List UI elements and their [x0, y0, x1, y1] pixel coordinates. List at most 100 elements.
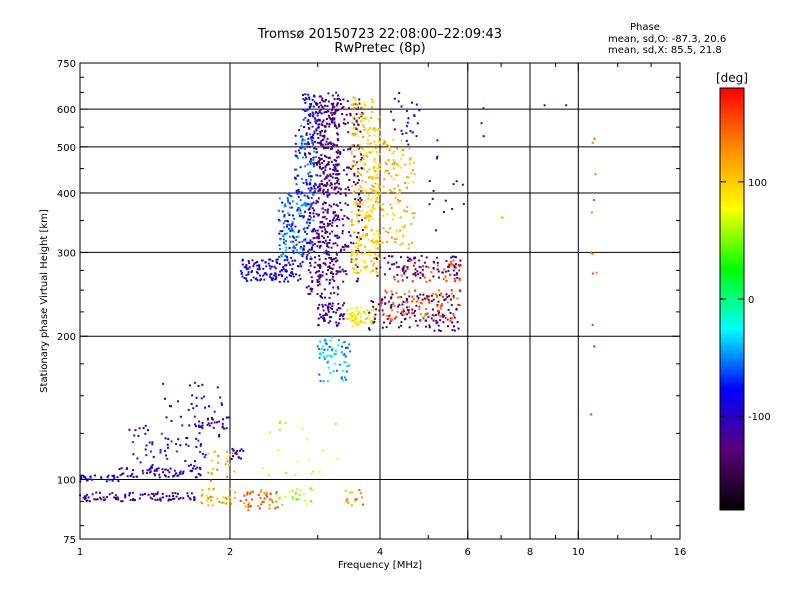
scatter-point [354, 318, 357, 321]
scatter-point [380, 299, 383, 302]
scatter-point [594, 173, 597, 176]
scatter-point [327, 269, 330, 272]
scatter-point [329, 306, 332, 309]
scatter-point [448, 294, 451, 297]
scatter-point [259, 496, 262, 499]
scatter-point [282, 222, 285, 225]
scatter-point [314, 156, 317, 159]
scatter-point [312, 115, 315, 118]
scatter-point [225, 427, 228, 430]
scatter-point [324, 228, 327, 231]
scatter-point [307, 241, 310, 244]
scatter-point [302, 493, 305, 496]
scatter-point [144, 424, 147, 427]
scatter-point [319, 352, 322, 355]
scatter-point [305, 503, 308, 506]
scatter-point [310, 203, 313, 206]
scatter-point [269, 273, 272, 276]
scatter-point [390, 296, 393, 299]
scatter-point [393, 305, 396, 308]
scatter-point [375, 198, 378, 201]
scatter-point [411, 280, 414, 283]
scatter-points [79, 91, 598, 512]
scatter-point [159, 451, 162, 454]
scatter-point [203, 456, 206, 459]
scatter-point [225, 450, 228, 453]
scatter-point [294, 168, 297, 171]
scatter-point [108, 478, 111, 481]
scatter-point [360, 153, 363, 156]
scatter-point [284, 278, 287, 281]
scatter-point [286, 225, 289, 228]
scatter-point [414, 268, 417, 271]
scatter-point [313, 150, 316, 153]
scatter-point [304, 117, 307, 120]
scatter-point [353, 268, 356, 271]
scatter-point [421, 272, 424, 275]
scatter-point [313, 161, 316, 164]
scatter-point [335, 270, 338, 273]
scatter-point [375, 173, 378, 176]
scatter-point [298, 129, 301, 132]
scatter-point [199, 474, 202, 477]
scatter-point [314, 271, 317, 274]
scatter-point [371, 177, 374, 180]
scatter-point [408, 295, 411, 298]
scatter-point [373, 207, 376, 210]
scatter-point [387, 159, 390, 162]
scatter-point [448, 265, 451, 268]
scatter-point [281, 252, 284, 255]
scatter-point [273, 265, 276, 268]
scatter-point [432, 266, 435, 269]
scatter-point [332, 212, 335, 215]
scatter-point [168, 495, 171, 498]
scatter-point [445, 259, 448, 262]
scatter-point [300, 144, 303, 147]
scatter-point [296, 174, 299, 177]
scatter-point [391, 255, 394, 258]
scatter-point [393, 263, 396, 266]
scatter-point [323, 134, 326, 137]
scatter-point [322, 314, 325, 317]
scatter-point [333, 105, 336, 108]
scatter-point [372, 166, 375, 169]
scatter-point [331, 117, 334, 120]
scatter-point [288, 490, 291, 493]
scatter-point [325, 185, 328, 188]
scatter-point [220, 403, 223, 406]
scatter-point [417, 273, 420, 276]
scatter-point [370, 319, 373, 322]
scatter-point [368, 328, 371, 331]
scatter-point [331, 267, 334, 270]
scatter-point [392, 302, 395, 305]
scatter-point [362, 148, 365, 151]
scatter-point [302, 108, 305, 111]
scatter-point [113, 476, 116, 479]
scatter-point [359, 197, 362, 200]
scatter-point [330, 175, 333, 178]
scatter-point [309, 137, 312, 140]
scatter-point [321, 143, 324, 146]
scatter-point [324, 165, 327, 168]
scatter-point [327, 223, 330, 226]
scatter-point [359, 159, 362, 162]
scatter-point [317, 233, 320, 236]
scatter-point [155, 493, 158, 496]
scatter-point [313, 209, 316, 212]
scatter-point [321, 97, 324, 100]
scatter-point [148, 441, 151, 444]
scatter-point [308, 145, 311, 148]
scatter-point [351, 314, 354, 317]
scatter-point [382, 203, 385, 206]
scatter-point [306, 253, 309, 256]
scatter-point [393, 150, 396, 153]
scatter-point [158, 476, 161, 479]
scatter-point [242, 449, 245, 452]
scatter-point [360, 252, 363, 255]
scatter-point [306, 203, 309, 206]
x-tick-label: 8 [527, 547, 533, 558]
scatter-point [432, 268, 435, 271]
scatter-point [201, 427, 204, 430]
scatter-point [279, 238, 282, 241]
scatter-point [442, 321, 445, 324]
